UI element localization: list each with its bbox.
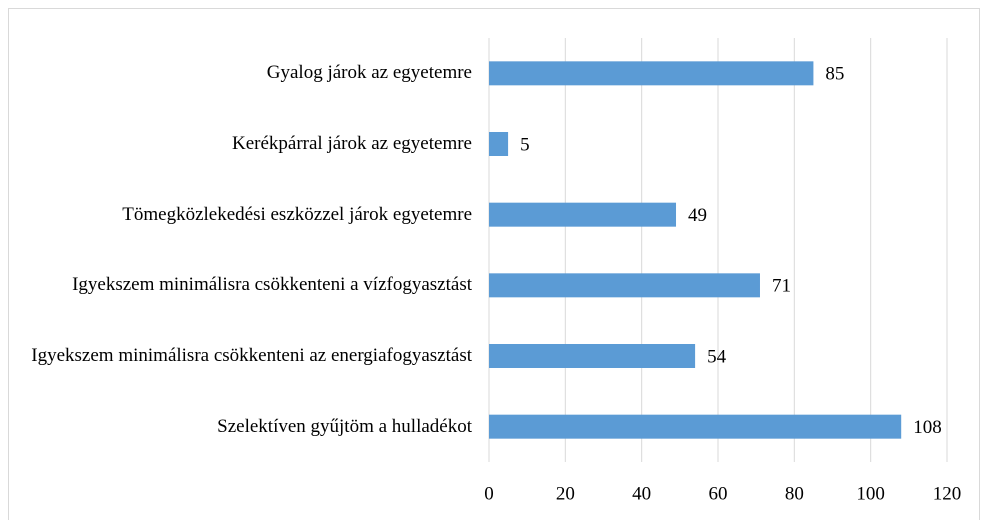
x-tick-label: 80 [785,483,804,504]
y-tick-label: Szelektíven gyűjtöm a hulladékot [217,415,472,437]
bar [489,61,814,86]
data-label: 108 [913,417,942,438]
x-tick-label: 100 [856,483,885,504]
x-tick-label: 0 [484,483,494,504]
y-tick-label: Gyalog járok az egyetemre [266,62,472,84]
x-tick-label: 60 [709,483,728,504]
bar [489,202,677,227]
x-tick-label: 120 [933,483,962,504]
x-tick-label: 40 [632,483,651,504]
y-tick-label-box: Igyekszem minimálisra csökkenteni az ene… [2,345,472,367]
data-label: 49 [688,205,707,226]
data-label: 71 [772,276,791,297]
bar [489,344,696,368]
y-tick-label: Tömegközlekedési eszközzel járok egyetem… [122,203,472,225]
y-tick-label-box: Gyalog járok az egyetemre [2,62,472,84]
x-tick-label: 20 [556,483,575,504]
data-label: 85 [825,64,844,85]
data-label: 54 [707,346,727,367]
y-tick-label-box: Szelektíven gyűjtöm a hulladékot [2,416,472,438]
y-tick-label-box: Igyekszem minimálisra csökkenteni a vízf… [2,274,472,296]
y-tick-label-box: Tömegközlekedési eszközzel járok egyetem… [2,204,472,226]
data-label: 5 [520,134,530,155]
y-tick-label: Igyekszem minimálisra csökkenteni az ene… [31,345,472,366]
bar [489,273,760,298]
bar [489,414,902,439]
y-tick-label: Kerékpárral járok az egyetemre [232,133,472,154]
chart-border [8,8,980,520]
bar [489,132,509,156]
y-tick-label-box: Kerékpárral járok az egyetemre [2,133,472,155]
y-tick-label: Igyekszem minimálisra csökkenteni a vízf… [72,274,472,296]
